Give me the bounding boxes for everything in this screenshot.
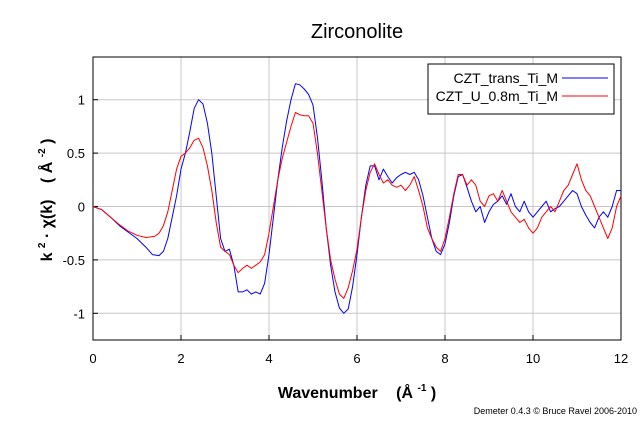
y-axis-title-mid: · χ(k) xyxy=(39,200,56,239)
x-tick-label: 2 xyxy=(177,351,184,366)
x-axis-title-unit: (Å xyxy=(396,383,413,402)
y-tick-label: -0.5 xyxy=(63,253,85,268)
legend-box xyxy=(427,63,615,115)
legend: CZT_trans_Ti_M CZT_U_0.8m_Ti_M xyxy=(427,63,615,115)
chart-title: Zirconolite xyxy=(311,21,403,43)
y-tick-label: 0.5 xyxy=(67,146,85,161)
x-tick-label: 0 xyxy=(89,351,96,366)
series-line-0 xyxy=(92,83,621,314)
x-axis: 0 2 4 6 8 10 12 xyxy=(89,335,628,366)
series-lines xyxy=(92,83,622,314)
y-tick-label: -1 xyxy=(73,306,85,321)
y-tick-label: 0 xyxy=(78,200,85,215)
y-axis-title: k 2 · χ(k) ( Å -2 ) xyxy=(32,139,56,262)
y-axis-title-unit: Å xyxy=(37,161,56,173)
y-axis-title-k: k xyxy=(39,252,56,261)
y-axis: -1 -0.5 0 0.5 1 xyxy=(63,93,98,321)
x-tick-label: 6 xyxy=(353,351,360,366)
x-axis-title-main: Wavenumber xyxy=(278,385,378,402)
x-tick-label: 10 xyxy=(526,351,540,366)
x-axis-title-unit-exponent: -1 xyxy=(417,383,426,394)
x-tick-label: 12 xyxy=(614,351,628,366)
x-axis-title: Wavenumber (Å -1 ) xyxy=(278,378,436,402)
y-axis-title-unit-exponent: -2 xyxy=(37,148,48,157)
x-tick-label: 4 xyxy=(265,351,272,366)
y-tick-label: 1 xyxy=(78,93,85,108)
y-axis-title-k-exponent: 2 xyxy=(37,242,48,248)
credit-text: Demeter 0.4.3 © Bruce Ravel 2006-2010 xyxy=(474,406,637,416)
legend-label-czt-trans: CZT_trans_Ti_M xyxy=(453,70,558,86)
x-tick-label: 8 xyxy=(441,351,448,366)
series-line-1 xyxy=(92,112,622,299)
legend-label-czt-u: CZT_U_0.8m_Ti_M xyxy=(436,88,558,104)
